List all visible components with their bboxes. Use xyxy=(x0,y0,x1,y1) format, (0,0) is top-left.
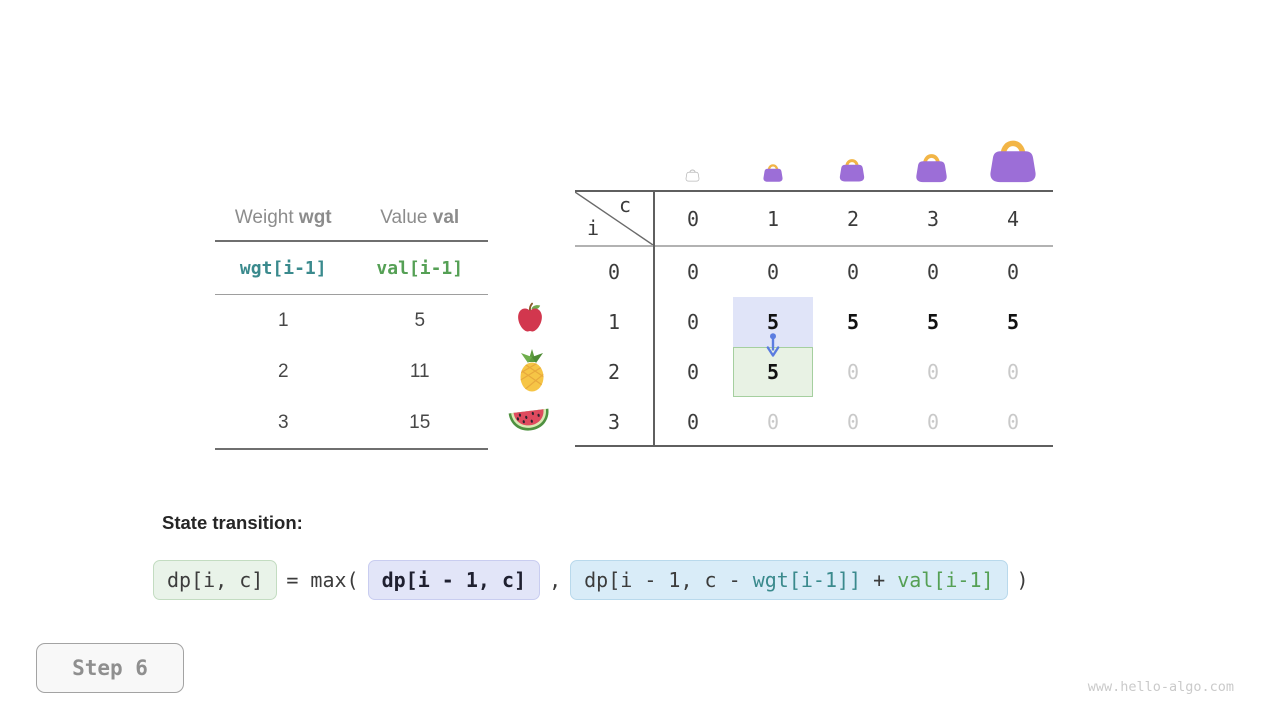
dp-cell-2-3: 0 xyxy=(926,360,940,384)
plus-operator: + xyxy=(861,568,898,592)
pineapple-icon xyxy=(520,349,544,392)
handbag-icon-large xyxy=(916,154,947,183)
col-header-c0: 0 xyxy=(686,206,700,231)
dp-cell-3-0: 0 xyxy=(686,410,700,434)
col-header-c1: 1 xyxy=(766,206,780,231)
col-header-c2: 2 xyxy=(846,206,860,231)
row-header-i0: 0 xyxy=(607,260,621,284)
dp-skip-term-box: dp[i - 1, c] xyxy=(367,560,541,600)
dp-cell-3-4: 0 xyxy=(1006,410,1020,434)
dp-table-vertical-divider xyxy=(653,190,655,447)
table-row: 3 15 xyxy=(215,397,488,448)
item1-value: 5 xyxy=(414,309,426,331)
dp-row-i1: 1 0 5 5 5 5 xyxy=(575,297,1053,347)
table-row: 1 5 xyxy=(215,295,488,346)
item2-value: 11 xyxy=(409,360,430,382)
handbag-icon-medium xyxy=(839,159,865,182)
apple-icon xyxy=(518,302,542,332)
dp-cell-2-4: 0 xyxy=(1006,360,1020,384)
wgt-index-expression: wgt[i-1] xyxy=(239,257,327,279)
dp-cell-3-1: 0 xyxy=(766,410,780,434)
dp-cell-1-0: 0 xyxy=(686,310,700,334)
val-header-code: val xyxy=(432,206,460,228)
table-divider xyxy=(215,240,488,242)
dp-cell-0-4: 0 xyxy=(1006,260,1020,284)
dp-table-header-divider xyxy=(575,245,1053,247)
col-header-c3: 3 xyxy=(926,206,940,231)
weight-header-text: Weight xyxy=(234,206,299,228)
row-header-i1: 1 xyxy=(607,310,621,334)
dp-cell-3-3: 0 xyxy=(926,410,940,434)
diagonal-divider-icon xyxy=(575,192,653,245)
item-axis-label: i xyxy=(587,216,600,240)
dp-header-row: c i 0 1 2 3 4 xyxy=(575,192,1053,245)
dp-matrix-table: c i 0 1 2 3 4 0 0 0 0 0 0 1 0 5 5 5 5 2 … xyxy=(575,190,1053,447)
watermelon-icon xyxy=(508,408,549,431)
dp-cell-1-3: 5 xyxy=(926,310,940,334)
item-weight-value-table: Weight wgt Value val wgt[i-1] val[i-1] 1… xyxy=(215,195,488,450)
handbag-icon-small xyxy=(763,164,783,182)
table-divider xyxy=(215,448,488,450)
step-button[interactable]: Step 6 xyxy=(36,643,184,693)
val-index-expression: val[i-1] xyxy=(376,257,464,279)
table-divider xyxy=(215,294,488,295)
dp-corner-cell: c i xyxy=(575,192,653,245)
row-header-i3: 3 xyxy=(607,410,621,434)
dp-cell-2-0: 0 xyxy=(686,360,700,384)
take-term-prefix: dp[i - 1, c - xyxy=(584,568,753,592)
value-column-header: Value val xyxy=(352,195,489,240)
item3-value: 15 xyxy=(409,411,431,433)
handbag-icon-xlarge xyxy=(990,140,1036,183)
dp-row-i0: 0 0 0 0 0 0 xyxy=(575,247,1053,297)
equals-max-text: = max( xyxy=(286,568,359,592)
down-arrow-icon xyxy=(766,333,780,357)
dp-take-term-box: dp[i - 1, c - wgt[i-1]] + val[i-1] xyxy=(570,560,1008,600)
watermark: www.hello-algo.com xyxy=(1087,679,1234,695)
val-reference: val[i-1] xyxy=(897,568,994,592)
handbag-outline-icon xyxy=(685,169,700,182)
dp-table-top-border xyxy=(575,190,1053,192)
state-transition-heading: State transition: xyxy=(162,512,303,533)
comma-text: , xyxy=(549,568,562,592)
item3-weight: 3 xyxy=(277,411,289,433)
dp-cell-0-1: 0 xyxy=(766,260,780,284)
row-header-i2: 2 xyxy=(607,360,621,384)
table-row: 2 11 xyxy=(215,346,488,397)
dp-table-bottom-border xyxy=(575,445,1053,447)
dp-cell-0-0: 0 xyxy=(686,260,700,284)
dp-row-i3: 3 0 0 0 0 0 xyxy=(575,397,1053,447)
wgt-header-code: wgt xyxy=(298,206,332,228)
index-expression-row: wgt[i-1] val[i-1] xyxy=(215,242,488,294)
value-header-text: Value xyxy=(380,206,433,228)
dp-cell-1-2: 5 xyxy=(846,310,860,334)
close-paren-text: ) xyxy=(1016,568,1029,592)
state-transition-formula: dp[i, c] = max( dp[i - 1, c] , dp[i - 1,… xyxy=(153,560,1029,600)
dp-cell-3-2: 0 xyxy=(846,410,860,434)
capacity-axis-label: c xyxy=(619,193,632,217)
dp-cell-1-4: 5 xyxy=(1006,310,1020,334)
dp-cell-0-3: 0 xyxy=(926,260,940,284)
item-table-header-row: Weight wgt Value val xyxy=(215,195,488,240)
dp-body: 0 0 0 0 0 0 1 0 5 5 5 5 2 0 5 0 0 0 3 0 … xyxy=(575,247,1053,447)
weight-column-header: Weight wgt xyxy=(215,195,352,240)
dp-current-term-box: dp[i, c] xyxy=(153,560,278,600)
dp-row-i2: 2 0 5 0 0 0 xyxy=(575,347,1053,397)
item2-weight: 2 xyxy=(277,360,289,382)
dp-cell-0-2: 0 xyxy=(846,260,860,284)
item1-weight: 1 xyxy=(277,309,289,331)
wgt-reference: wgt[i-1]] xyxy=(752,568,862,592)
dp-cell-2-2: 0 xyxy=(846,360,860,384)
col-header-c4: 4 xyxy=(1006,206,1020,231)
